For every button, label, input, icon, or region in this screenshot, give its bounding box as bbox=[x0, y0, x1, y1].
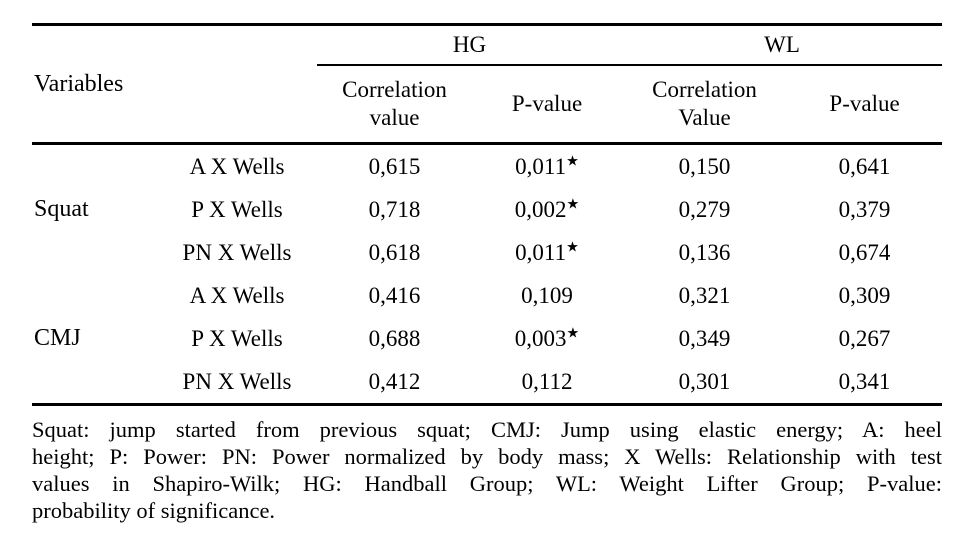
hg-pvalue-cell: 0,011★ bbox=[472, 231, 622, 274]
footnote-line: height; P: Power: PN: Power normalized b… bbox=[32, 444, 942, 469]
hg-correlation-header-line1: Correlation bbox=[342, 77, 447, 102]
wl-pvalue-cell: 0,641 bbox=[838, 153, 891, 179]
hg-correlation-header-line2: value bbox=[369, 105, 420, 130]
hg-pvalue: 0,002 bbox=[514, 196, 567, 222]
table-row: Squat A X Wells 0,615 0,011★ 0,150 0,641 bbox=[32, 144, 942, 223]
significance-star: ★ bbox=[566, 324, 580, 341]
wl-correlation-cell: 0,301 bbox=[678, 368, 731, 394]
wl-correlation-cell: 0,349 bbox=[678, 325, 731, 351]
hg-group-header: HG bbox=[317, 24, 623, 66]
group-header-row: Variables HG WL bbox=[32, 24, 943, 145]
wl-pvalue-cell: 0,341 bbox=[838, 368, 891, 394]
footnote-line: probability of significance. bbox=[32, 498, 276, 523]
hg-pvalue-cell: 0,002★ bbox=[472, 188, 622, 231]
wl-group-header: WL bbox=[622, 24, 943, 66]
comparison-cell: PN X Wells bbox=[182, 368, 292, 394]
hg-pvalue-cell: 0,011★ bbox=[472, 144, 622, 189]
wl-correlation-cell: 0,279 bbox=[678, 196, 731, 222]
hg-correlation-cell: 0,618 bbox=[368, 239, 421, 265]
significance-star: ★ bbox=[566, 152, 579, 169]
table-row: CMJ A X Wells 0,416 0,109 0,321 0,309 bbox=[32, 274, 942, 352]
wl-correlation-cell: 0,150 bbox=[678, 153, 731, 179]
hg-pvalue: 0,112 bbox=[521, 368, 573, 394]
group-label-cmj: CMJ bbox=[34, 325, 81, 351]
significance-star: ★ bbox=[566, 238, 579, 255]
table-footnote: Squat: jump started from previous squat;… bbox=[32, 416, 942, 524]
wl-pvalue-cell: 0,309 bbox=[838, 282, 891, 308]
table-row: P X Wells 0,718 0,002★ 0,279 0,379 bbox=[32, 188, 942, 231]
hg-correlation-cell: 0,412 bbox=[368, 368, 421, 394]
hg-pvalue: 0,109 bbox=[521, 282, 573, 308]
hg-pvalue-header: P-value bbox=[472, 65, 623, 145]
hg-correlation-header: Correlation value bbox=[317, 65, 473, 145]
wl-pvalue-cell: 0,379 bbox=[838, 196, 891, 222]
comparison-cell: PN X Wells bbox=[182, 239, 292, 265]
comparison-cell: P X Wells bbox=[191, 325, 283, 351]
table-row: PN X Wells 0,412 0,112 0,301 0,341 bbox=[32, 360, 942, 405]
wl-correlation-header: Correlation Value bbox=[622, 65, 788, 145]
hg-pvalue: 0,011 bbox=[515, 239, 567, 265]
table-row: P X Wells 0,688 0,003★ 0,349 0,267 bbox=[32, 317, 942, 360]
variables-header-cell: Variables bbox=[32, 24, 318, 145]
wl-correlation-cell: 0,321 bbox=[678, 282, 731, 308]
significance-star: ★ bbox=[566, 195, 580, 212]
wl-correlation-header-line2: Value bbox=[678, 105, 731, 130]
footnote-line: Squat: jump started from previous squat;… bbox=[32, 417, 942, 442]
table-row: PN X Wells 0,618 0,011★ 0,136 0,674 bbox=[32, 231, 942, 274]
wl-correlation-header-line1: Correlation bbox=[652, 77, 757, 102]
group-label-squat: Squat bbox=[34, 196, 89, 222]
wl-pvalue-header: P-value bbox=[787, 65, 943, 145]
hg-correlation-cell: 0,416 bbox=[368, 282, 421, 308]
comparison-cell: P X Wells bbox=[191, 196, 283, 222]
footnote-line: values in Shapiro-Wilk; HG: Handball Gro… bbox=[32, 471, 942, 496]
hg-pvalue-cell: 0,112 bbox=[472, 360, 622, 405]
hg-pvalue: 0,003 bbox=[514, 325, 567, 351]
wl-pvalue-cell: 0,674 bbox=[838, 239, 891, 265]
results-table: Variables HG WL Correlation value P-valu… bbox=[32, 23, 943, 406]
hg-pvalue-cell: 0,003★ bbox=[472, 317, 622, 360]
column-header-row: Correlation value P-value Correlation Va… bbox=[32, 65, 943, 145]
comparison-cell: A X Wells bbox=[189, 282, 285, 308]
hg-correlation-cell: 0,688 bbox=[368, 325, 421, 351]
hg-correlation-cell: 0,615 bbox=[368, 153, 421, 179]
wl-pvalue-cell: 0,267 bbox=[838, 325, 891, 351]
comparison-cell: A X Wells bbox=[189, 153, 285, 179]
hg-pvalue: 0,011 bbox=[515, 153, 567, 179]
hg-correlation-cell: 0,718 bbox=[368, 196, 421, 222]
wl-correlation-cell: 0,136 bbox=[678, 239, 731, 265]
hg-pvalue-cell: 0,109 bbox=[472, 274, 622, 317]
